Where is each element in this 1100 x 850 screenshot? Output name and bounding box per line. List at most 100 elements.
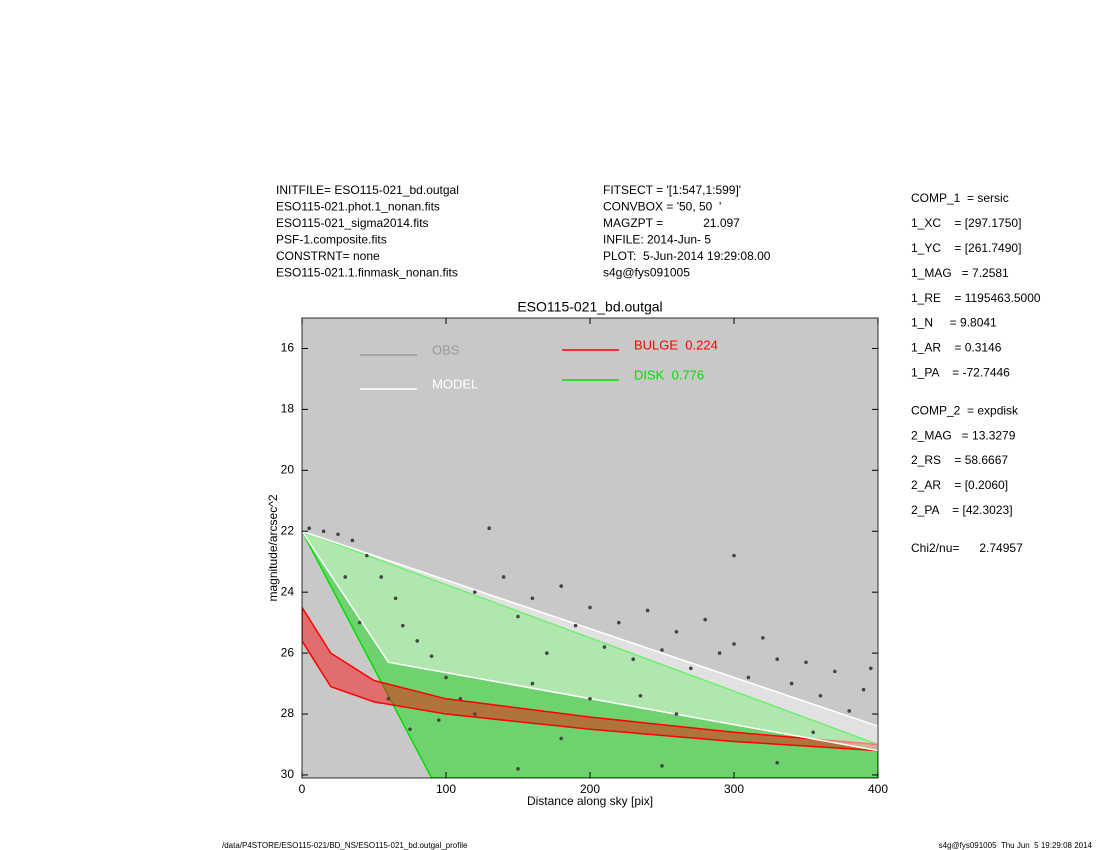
obs-point [869,666,873,671]
parameter: COMP_1 = sersic [911,191,1009,205]
component-band [302,530,878,752]
parameter: 1_RE = 1195463.5000 [911,291,1041,305]
x-tick-label: 200 [580,782,600,796]
parameter: 2_PA = [42.3023] [911,503,1013,517]
obs-point [365,553,369,558]
obs-point [631,657,635,661]
parameter: 1_N = 9.8041 [911,316,997,330]
obs-point [674,629,679,634]
obs-point [487,526,492,530]
obs-point [703,617,707,622]
obs-point [545,651,549,655]
header-line: INFILE: 2014-Jun- 5 [603,233,711,247]
parameter: 1_XC = [297.1750] [911,216,1021,230]
chart-title: ESO115-021_bd.outgal [517,299,662,315]
footer-right: s4g@fys091005 Thu Jun 5 19:29:08 2014 [939,841,1093,850]
obs-point [559,584,563,588]
obs-point [437,718,441,722]
obs-point [350,538,355,543]
y-tick-label: 28 [281,706,295,720]
obs-point [746,675,751,680]
x-axis-label: Distance along sky [pix] [527,794,653,808]
parameter: 2_AR = [0.2060] [911,478,1008,492]
obs-point [393,596,398,601]
obs-point [804,660,808,665]
obs-point [573,623,578,628]
obs-point [307,526,312,530]
header-line: PLOT: 5-Jun-2014 19:29:08.00 [603,249,771,263]
obs-point [408,727,412,732]
obs-point [811,730,815,735]
component-band [302,530,878,778]
obs-point [588,605,592,610]
obs-point [415,639,420,643]
component-band [302,605,878,752]
y-tick-label: 18 [281,402,295,416]
header-line: MAGZPT = 21.097 [603,216,740,230]
x-tick-label: 0 [299,782,306,796]
parameter: 1_YC = [261.7490] [911,241,1021,255]
header-line: ESO115-021_sigma2014.fits [276,216,429,230]
header-line: s4g@fys091005 [603,266,690,280]
obs-point [379,575,384,579]
parameter: 1_PA = -72.7446 [911,365,1010,379]
parameter: 2_MAG = 13.3279 [911,428,1016,442]
parameter: 2_RS = 58.6667 [911,453,1008,467]
obs-point [660,648,664,652]
obs-point [761,636,765,640]
y-tick-label: 26 [281,645,295,659]
obs-point [732,642,736,646]
obs-point [775,760,779,765]
plot-area [302,526,878,778]
obs-point [645,608,650,613]
x-tick-label: 100 [436,782,456,796]
legend-label: MODEL [432,376,478,391]
parameter: Chi2/nu= 2.74957 [911,541,1023,555]
obs-point [401,623,405,628]
obs-point [473,590,477,594]
obs-point [516,614,520,619]
header-line: CONVBOX = '50, 50 ' [603,200,721,214]
obs-point [732,553,736,558]
y-tick-label: 24 [281,584,295,598]
obs-point [689,666,693,671]
obs-point [789,681,794,686]
plot-background [302,318,878,778]
obs-point [818,693,823,698]
legend-label: BULGE 0.224 [634,337,718,352]
y-tick-label: 20 [281,462,295,476]
obs-point [386,696,391,701]
obs-point [847,709,851,713]
obs-point [530,681,535,686]
x-tick-label: 400 [868,782,888,796]
y-tick-label: 22 [281,523,295,537]
parameter: COMP_2 = expdisk [911,403,1019,417]
obs-point [343,575,348,579]
obs-point [429,654,434,658]
obs-point [674,712,679,716]
header-line: CONSTRNT= none [276,249,380,263]
obs-point [357,620,362,625]
y-tick-label: 30 [281,767,295,781]
header-line: ESO115-021.1.finmask_nonan.fits [276,266,458,280]
parameter: 1_AR = 0.3146 [911,341,1002,355]
legend-label: DISK 0.776 [634,367,704,382]
obs-point [588,696,592,701]
obs-point [717,651,722,655]
obs-point [559,736,563,741]
obs-point [530,596,535,601]
obs-point [516,767,520,771]
obs-point [501,575,506,579]
header-line: FITSECT = '[1:547,1:599]' [603,183,741,197]
obs-point [775,657,779,661]
y-axis-label: magnitude/arcsec^2 [266,494,280,601]
obs-point [617,620,621,625]
obs-point [321,529,326,534]
obs-point [660,764,664,768]
parameter: 1_MAG = 7.2581 [911,266,1009,280]
obs-point [473,712,477,716]
header-line: PSF-1.composite.fits [276,233,387,247]
legend-label: OBS [432,342,460,357]
obs-point [458,696,463,701]
